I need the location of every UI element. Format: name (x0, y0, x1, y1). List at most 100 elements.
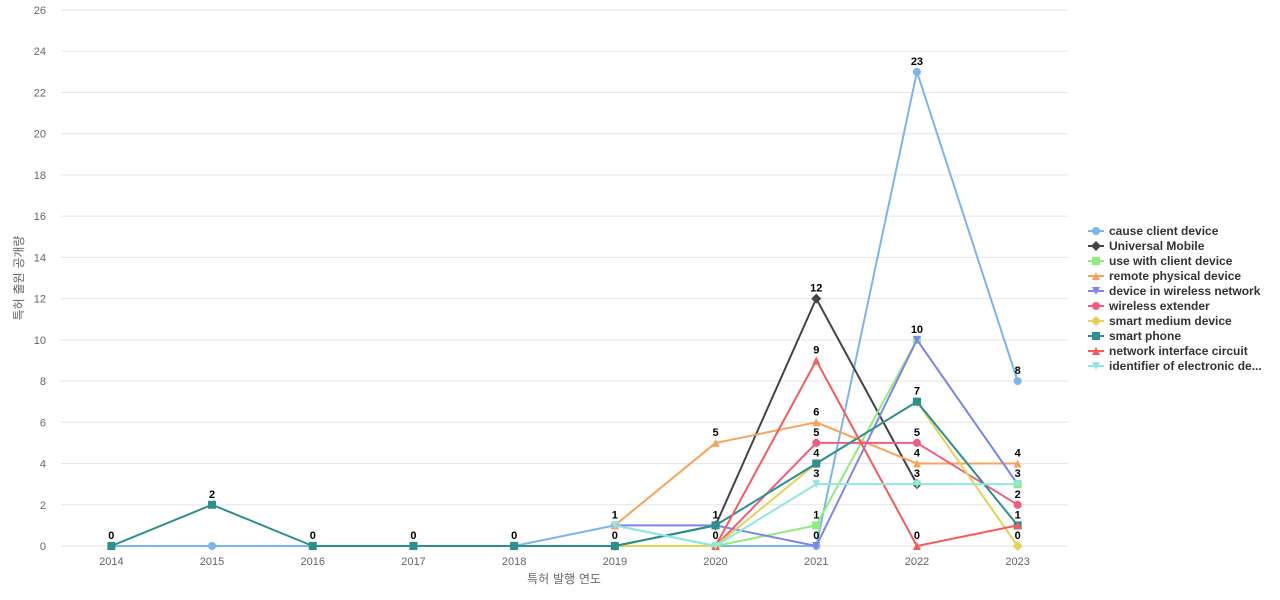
data-point (1013, 377, 1022, 386)
legend-item[interactable]: smart medium device (1088, 314, 1232, 328)
y-tick-label: 12 (34, 294, 46, 306)
series-line (714, 441, 1019, 547)
y-tick-label: 20 (34, 129, 46, 141)
data-point (409, 542, 418, 550)
legend-label: cause client device (1109, 224, 1219, 238)
legend-item[interactable]: Universal Mobile (1088, 239, 1205, 253)
legend-label: smart phone (1109, 329, 1181, 343)
data-point (308, 542, 317, 550)
y-tick-label: 0 (40, 541, 46, 553)
data-label: 7 (914, 386, 920, 398)
x-tick-label: 2017 (401, 556, 425, 568)
data-label: 0 (612, 530, 618, 542)
legend-item[interactable]: use with client device (1088, 254, 1233, 268)
x-tick-label: 2020 (703, 556, 727, 568)
legend-item[interactable]: wireless extender (1088, 299, 1210, 313)
series-10 (610, 480, 1022, 550)
data-point (812, 459, 821, 468)
legend-item[interactable]: remote physical device (1088, 269, 1241, 283)
legend-item[interactable]: device in wireless network (1088, 284, 1261, 298)
y-axis-title: 특허 출원 공개량 (12, 236, 26, 321)
data-label: 8 (1015, 365, 1021, 377)
series-line (111, 70, 1019, 547)
data-label: 0 (410, 530, 416, 542)
legend-label: network interface circuit (1109, 344, 1248, 358)
legend-marker (1092, 227, 1100, 235)
data-label: 5 (813, 427, 819, 439)
data-label: 0 (310, 530, 316, 542)
legend-item[interactable]: smart phone (1088, 329, 1181, 343)
data-point (107, 542, 116, 550)
x-tick-label: 2019 (603, 556, 627, 568)
data-point (1013, 459, 1022, 468)
data-point (1012, 541, 1023, 551)
data-label: 1 (612, 509, 618, 521)
y-tick-label: 18 (34, 170, 46, 182)
y-tick-label: 8 (40, 376, 46, 388)
data-point (811, 293, 822, 304)
data-point (812, 356, 821, 365)
data-point (1013, 521, 1022, 530)
data-point (1013, 500, 1022, 509)
data-label: 1 (1015, 509, 1021, 521)
data-point (812, 418, 821, 427)
y-tick-label: 2 (40, 500, 46, 512)
legend-label: use with client device (1109, 254, 1233, 268)
data-label: 4 (813, 448, 820, 460)
series-8 (107, 397, 1022, 550)
data-point (610, 542, 619, 550)
x-axis: 2014 2015 2016 2017 2018 2019 2020 2021 2022 2023 (99, 556, 1030, 568)
data-label: 9 (813, 344, 819, 356)
x-tick-label: 2022 (905, 556, 929, 568)
data-label: 12 (810, 283, 822, 295)
data-label: 1 (712, 509, 718, 521)
data-point (912, 335, 921, 344)
data-point (208, 542, 217, 550)
y-tick-label: 10 (34, 335, 46, 347)
data-label: 23 (911, 56, 923, 68)
legend-item[interactable]: network interface circuit (1088, 344, 1248, 358)
legend-item[interactable]: cause client device (1088, 224, 1219, 238)
legend-label: device in wireless network (1109, 284, 1261, 298)
legend-label: remote physical device (1109, 269, 1241, 283)
data-point (711, 438, 720, 447)
legend-marker (1092, 362, 1100, 370)
data-label: 2 (209, 489, 215, 501)
legend-item[interactable]: identifier of electronic de... (1088, 359, 1262, 373)
data-point (812, 542, 821, 550)
y-tick-label: 24 (34, 46, 46, 58)
x-tick-label: 2015 (200, 556, 224, 568)
data-label: 2 (1015, 489, 1021, 501)
series-line (714, 359, 1018, 547)
data-point (812, 521, 821, 530)
y-tick-label: 6 (40, 417, 46, 429)
legend-marker (1092, 287, 1100, 295)
x-tick-label: 2023 (1005, 556, 1029, 568)
data-point (912, 542, 921, 550)
x-axis-title: 특허 발행 연도 (527, 571, 601, 586)
series-1 (107, 67, 1022, 550)
data-point (610, 521, 619, 530)
data-label: 5 (914, 427, 920, 439)
data-point (711, 542, 720, 550)
data-point (711, 521, 720, 530)
data-label: 3 (914, 468, 920, 480)
legend-marker (1091, 316, 1101, 326)
data-point (912, 459, 921, 468)
data-label: 6 (813, 406, 819, 418)
series-line (110, 400, 1019, 547)
series-lines (107, 67, 1023, 551)
y-tick-label: 4 (40, 459, 46, 471)
data-point (912, 67, 921, 76)
data-label: 0 (108, 530, 114, 542)
legend-marker (1092, 257, 1100, 265)
y-tick-label: 16 (34, 211, 46, 223)
grid-lines (61, 9, 1068, 547)
data-label: 0 (813, 530, 819, 542)
legend-label: Universal Mobile (1109, 239, 1205, 253)
data-label: 4 (914, 448, 921, 460)
data-point (912, 480, 921, 489)
legend-label: identifier of electronic de... (1109, 359, 1262, 373)
